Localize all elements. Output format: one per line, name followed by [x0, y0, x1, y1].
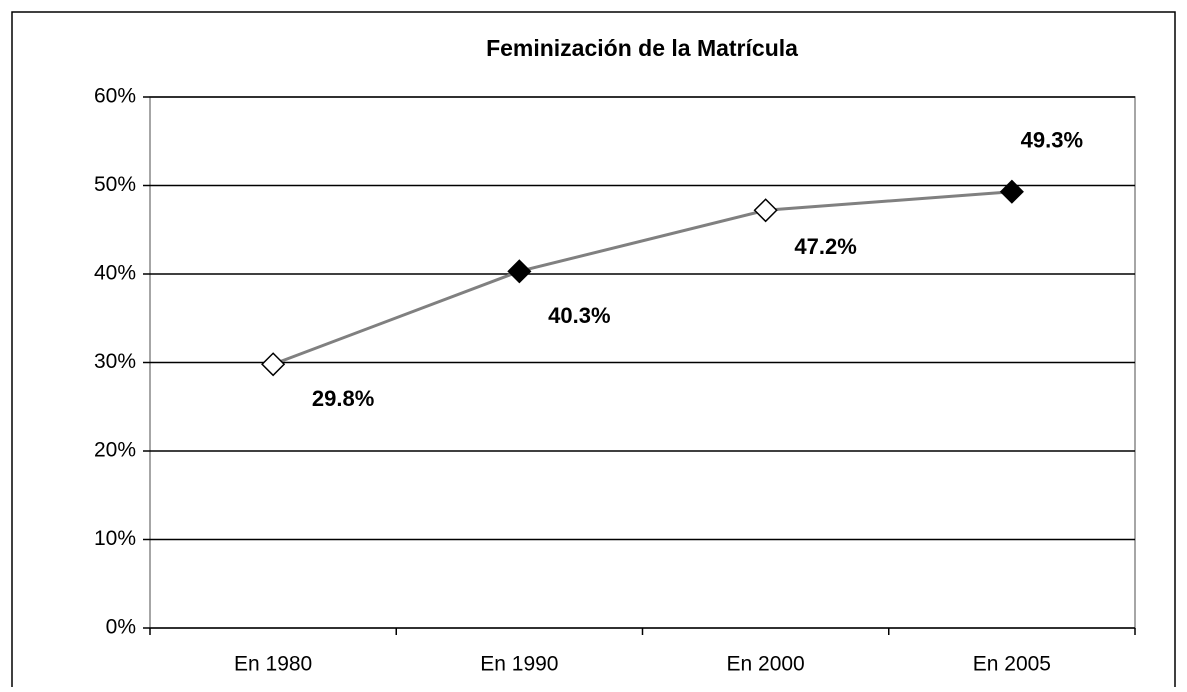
data-label: 29.8%	[312, 386, 374, 411]
x-tick-label: En 2005	[973, 653, 1051, 676]
y-tick-label: 60%	[94, 85, 136, 108]
y-tick-label: 0%	[106, 616, 136, 639]
marker	[261, 352, 286, 377]
chart-frame	[11, 11, 1176, 692]
y-tick-label: 30%	[94, 350, 136, 373]
marker	[507, 259, 532, 284]
x-tick-label: En 1980	[234, 653, 312, 676]
data-label: 49.3%	[1021, 128, 1083, 153]
x-tick-label: En 2000	[727, 653, 805, 676]
chart-title: Feminización de la Matrícula	[486, 35, 798, 61]
x-tick-label: En 1990	[480, 653, 558, 676]
data-line	[272, 190, 1012, 366]
marker	[753, 198, 778, 223]
y-tick-label: 10%	[94, 527, 136, 550]
marker	[999, 179, 1024, 204]
y-tick-label: 50%	[94, 173, 136, 196]
y-tick-label: 20%	[94, 439, 136, 462]
data-label: 47.2%	[794, 234, 856, 259]
y-tick-label: 40%	[94, 262, 136, 285]
data-label: 40.3%	[548, 303, 610, 328]
